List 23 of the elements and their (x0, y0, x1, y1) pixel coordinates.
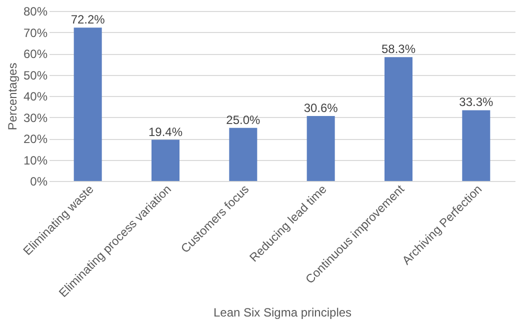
bar (462, 110, 490, 181)
data-label: 72.2% (70, 12, 106, 27)
y-tick-label: 20% (23, 132, 48, 146)
x-axis-title: Lean Six Sigma principles (213, 305, 352, 320)
bar (306, 116, 335, 181)
y-tick-label: 50% (23, 68, 48, 82)
y-tick-label: 80% (23, 4, 48, 18)
data-label: 25.0% (226, 112, 261, 127)
y-tick-label: 60% (23, 47, 48, 61)
data-label: 33.3% (459, 95, 494, 110)
bar (74, 28, 102, 181)
bar (229, 128, 258, 181)
y-tick-label: 70% (23, 26, 48, 40)
bar (384, 57, 412, 181)
data-label: 19.4% (148, 124, 183, 139)
y-tick-label: 40% (23, 90, 48, 104)
y-tick-label: 10% (23, 153, 48, 168)
bar (152, 140, 180, 181)
data-label: 30.6% (304, 100, 338, 115)
y-tick-label: 0% (30, 174, 48, 188)
data-label: 58.3% (381, 42, 416, 56)
y-axis-title: Percentages (5, 62, 20, 130)
y-tick-label: 30% (23, 110, 48, 125)
